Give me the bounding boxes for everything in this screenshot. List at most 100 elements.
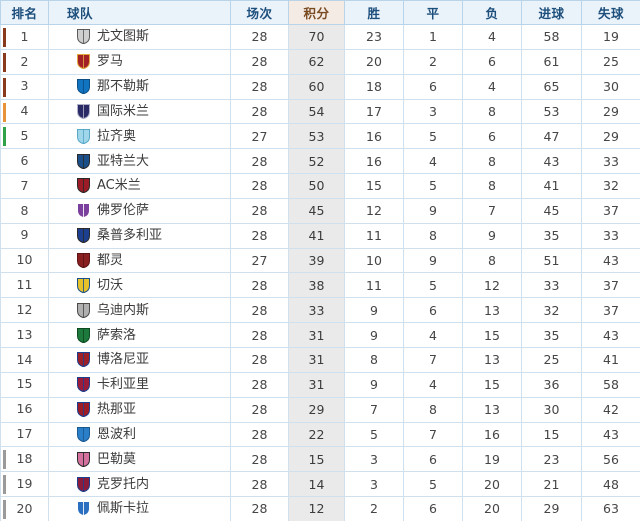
team-cell[interactable]: 亚特兰大	[48, 148, 231, 175]
ga-cell: 32	[581, 173, 640, 199]
played-cell: 27	[230, 123, 289, 150]
team-cell[interactable]: 尤文图斯	[48, 24, 231, 50]
loss-cell: 20	[462, 471, 522, 498]
loss-cell: 13	[462, 347, 522, 373]
team-cell[interactable]: 拉齐奥	[48, 123, 231, 150]
column-header-win[interactable]: 胜	[344, 0, 404, 25]
rank-value: 20	[16, 500, 33, 516]
qualification-marker	[3, 401, 6, 420]
team-cell[interactable]: 那不勒斯	[48, 74, 231, 100]
gf-cell: 51	[521, 248, 582, 274]
team-cell[interactable]: 佩斯卡拉	[48, 496, 231, 521]
table-header: 排名球队场次积分胜平负进球失球净胜球	[0, 0, 640, 25]
rank-cell: 1	[0, 24, 49, 50]
team-cell[interactable]: 都灵	[48, 248, 231, 274]
team-name: 佛罗伦萨	[97, 203, 150, 219]
column-header-ga[interactable]: 失球	[581, 0, 640, 25]
crotone-logo	[77, 476, 90, 492]
column-header-rank[interactable]: 排名	[0, 0, 49, 25]
team-cell[interactable]: 巴勒莫	[48, 446, 231, 473]
rank-cell: 7	[0, 173, 49, 199]
qualification-marker	[3, 500, 6, 520]
cagliari-logo	[77, 377, 90, 393]
loss-cell: 19	[462, 446, 522, 473]
qualification-marker	[3, 252, 6, 271]
team-cell[interactable]: 萨索洛	[48, 322, 231, 348]
ga-cell: 63	[581, 496, 640, 521]
draw-cell: 4	[403, 322, 463, 348]
column-header-gf[interactable]: 进球	[521, 0, 582, 25]
team-cell[interactable]: 桑普多利亚	[48, 223, 231, 249]
played-cell: 28	[230, 99, 289, 125]
loss-cell: 20	[462, 496, 522, 521]
team-cell[interactable]: 乌迪内斯	[48, 297, 231, 324]
table-row[interactable]: 3那不勒斯28601864653035	[0, 74, 640, 100]
gf-cell: 41	[521, 173, 582, 199]
team-cell[interactable]: 罗马	[48, 49, 231, 75]
table-row[interactable]: 2罗马28622026612536	[0, 49, 640, 75]
qualification-marker	[3, 152, 6, 171]
points-cell: 31	[288, 372, 345, 398]
team-cell[interactable]: 国际米兰	[48, 99, 231, 125]
table-row[interactable]: 1尤文图斯28702314581939	[0, 24, 640, 50]
table-row[interactable]: 6亚特兰大28521648433310	[0, 148, 640, 175]
table-row[interactable]: 5拉齐奥27531656472918	[0, 123, 640, 150]
draw-cell: 1	[403, 24, 463, 50]
team-cell[interactable]: 切沃	[48, 272, 231, 299]
torino-logo	[77, 253, 90, 269]
team-cell[interactable]: 博洛尼亚	[48, 347, 231, 373]
team-name: 卡利亚里	[97, 377, 150, 393]
team-name: 切沃	[97, 277, 124, 293]
table-row[interactable]: 9桑普多利亚2841118935332	[0, 223, 640, 249]
roma-logo	[77, 54, 90, 70]
column-header-loss[interactable]: 负	[462, 0, 522, 25]
rank-value: 19	[16, 475, 33, 491]
rank-value: 7	[20, 177, 29, 193]
draw-cell: 7	[403, 347, 463, 373]
table-row[interactable]: 10都灵2739109851438	[0, 248, 640, 274]
column-header-played[interactable]: 场次	[230, 0, 289, 25]
team-cell[interactable]: AC米兰	[48, 173, 231, 199]
table-row[interactable]: 7AC米兰2850155841329	[0, 173, 640, 199]
loss-cell: 8	[462, 173, 522, 199]
loss-cell: 13	[462, 297, 522, 324]
loss-cell: 15	[462, 372, 522, 398]
points-cell: 60	[288, 74, 345, 100]
rank-value: 2	[20, 53, 29, 69]
played-cell: 28	[230, 422, 289, 448]
column-header-points[interactable]: 积分	[288, 0, 345, 25]
rank-value: 11	[16, 277, 33, 293]
win-cell: 12	[344, 198, 404, 224]
win-cell: 23	[344, 24, 404, 50]
ga-cell: 58	[581, 372, 640, 398]
column-header-team[interactable]: 球队	[48, 0, 231, 25]
team-cell[interactable]: 克罗托内	[48, 471, 231, 498]
table-row[interactable]: 8佛罗伦萨2845129745378	[0, 198, 640, 224]
points-cell: 41	[288, 223, 345, 249]
team-cell[interactable]: 佛罗伦萨	[48, 198, 231, 224]
gf-cell: 21	[521, 471, 582, 498]
table-row[interactable]: 4国际米兰28541738532924	[0, 99, 640, 125]
team-cell[interactable]: 恩波利	[48, 422, 231, 448]
team-cell[interactable]: 热那亚	[48, 397, 231, 423]
column-header-draw[interactable]: 平	[403, 0, 463, 25]
draw-cell: 8	[403, 397, 463, 423]
points-cell: 45	[288, 198, 345, 224]
loss-cell: 9	[462, 223, 522, 249]
team-cell[interactable]: 卡利亚里	[48, 372, 231, 398]
rank-cell: 2	[0, 49, 49, 75]
win-cell: 3	[344, 471, 404, 498]
win-cell: 9	[344, 372, 404, 398]
team-name: 拉齐奥	[97, 128, 137, 144]
